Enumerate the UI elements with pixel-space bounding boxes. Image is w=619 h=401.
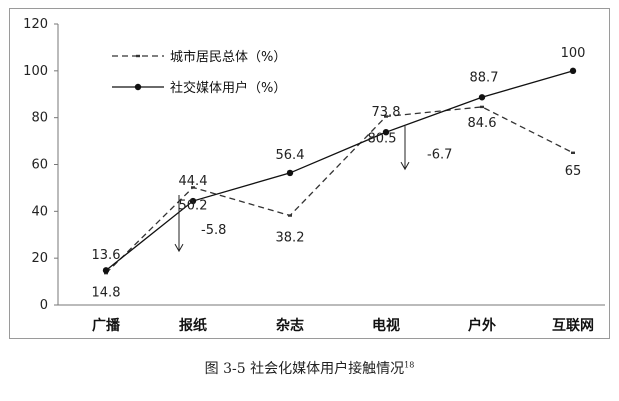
series-point-0 [191, 186, 195, 189]
y-tick-label: 60 [31, 158, 48, 173]
x-category-label: 电视 [372, 317, 400, 334]
series-points [102, 67, 577, 275]
data-label: 65 [565, 164, 582, 179]
series-point-0 [480, 105, 484, 109]
y-tick-label: 20 [31, 251, 48, 266]
series-point-1 [569, 67, 577, 75]
annotation-label: -6.7 [427, 148, 452, 163]
series-lines [105, 70, 574, 274]
x-axis-categories: 广播 报纸 杂志 电视 户外 互联网 [92, 317, 594, 334]
chart-frame [9, 8, 610, 339]
series-point-1 [478, 94, 486, 101]
data-label: 56.4 [276, 148, 305, 163]
x-category-label: 广播 [92, 317, 121, 334]
legend: 城市居民总体（%） 社交媒体用户（%） [112, 49, 286, 96]
y-axis-ticks: 0 20 40 60 80 100 120 [23, 17, 58, 313]
series-point-1 [286, 169, 294, 177]
figure-caption: 图 3-5 社会化媒体用户接触情况18 [0, 358, 619, 378]
series-point-1 [382, 128, 390, 136]
annotation-arrow-head [400, 161, 410, 171]
legend-label-1: 社交媒体用户（%） [170, 80, 286, 96]
x-category-label: 户外 [468, 317, 496, 334]
data-label: 80.5 [368, 131, 397, 146]
data-label: 88.7 [470, 70, 499, 85]
series-line-0 [105, 106, 574, 274]
x-category-label: 报纸 [179, 317, 207, 334]
series-point-0 [384, 115, 388, 118]
data-label: 38.2 [276, 231, 305, 246]
legend-marker-1 [134, 83, 142, 91]
data-label: 100 [561, 46, 586, 61]
axes [57, 24, 605, 306]
series-line-1 [105, 70, 574, 271]
annotation-label: -5.8 [201, 223, 226, 238]
data-label: 44.4 [179, 174, 208, 189]
y-tick-label: 80 [31, 111, 48, 126]
series-point-0 [288, 214, 292, 217]
data-label: 14.8 [92, 285, 121, 300]
y-tick-label: 40 [31, 204, 48, 219]
legend-marker-0 [136, 54, 140, 58]
line-chart: 0 20 40 60 80 100 120 广播 报纸 杂志 电视 户外 互联网 13.6 50.2 38… [23, 17, 605, 334]
y-tick-label: 120 [23, 17, 48, 32]
series-point-1 [102, 267, 110, 274]
data-label: 13.6 [92, 248, 121, 263]
legend-label-0: 城市居民总体（%） [170, 49, 286, 65]
x-category-label: 互联网 [552, 318, 594, 334]
data-label: 73.8 [372, 105, 401, 120]
annotation-arrow-head [174, 243, 184, 253]
caption-text: 图 3-5 社会化媒体用户接触情况 [204, 361, 405, 377]
caption-footnote: 18 [404, 360, 415, 370]
y-tick-label: 100 [23, 64, 48, 79]
data-label: 50.2 [179, 198, 208, 213]
series-point-1 [189, 197, 197, 205]
y-tick-label: 0 [40, 298, 48, 313]
data-labels: 13.6 50.2 38.2 80.5 84.6 65 14.8 44.4 56.4 73.8 88… [92, 46, 586, 301]
annotations: -5.8 -6.7 [174, 126, 452, 253]
series-point-0 [571, 151, 575, 154]
data-label: 84.6 [468, 116, 497, 131]
x-category-label: 杂志 [276, 317, 304, 334]
